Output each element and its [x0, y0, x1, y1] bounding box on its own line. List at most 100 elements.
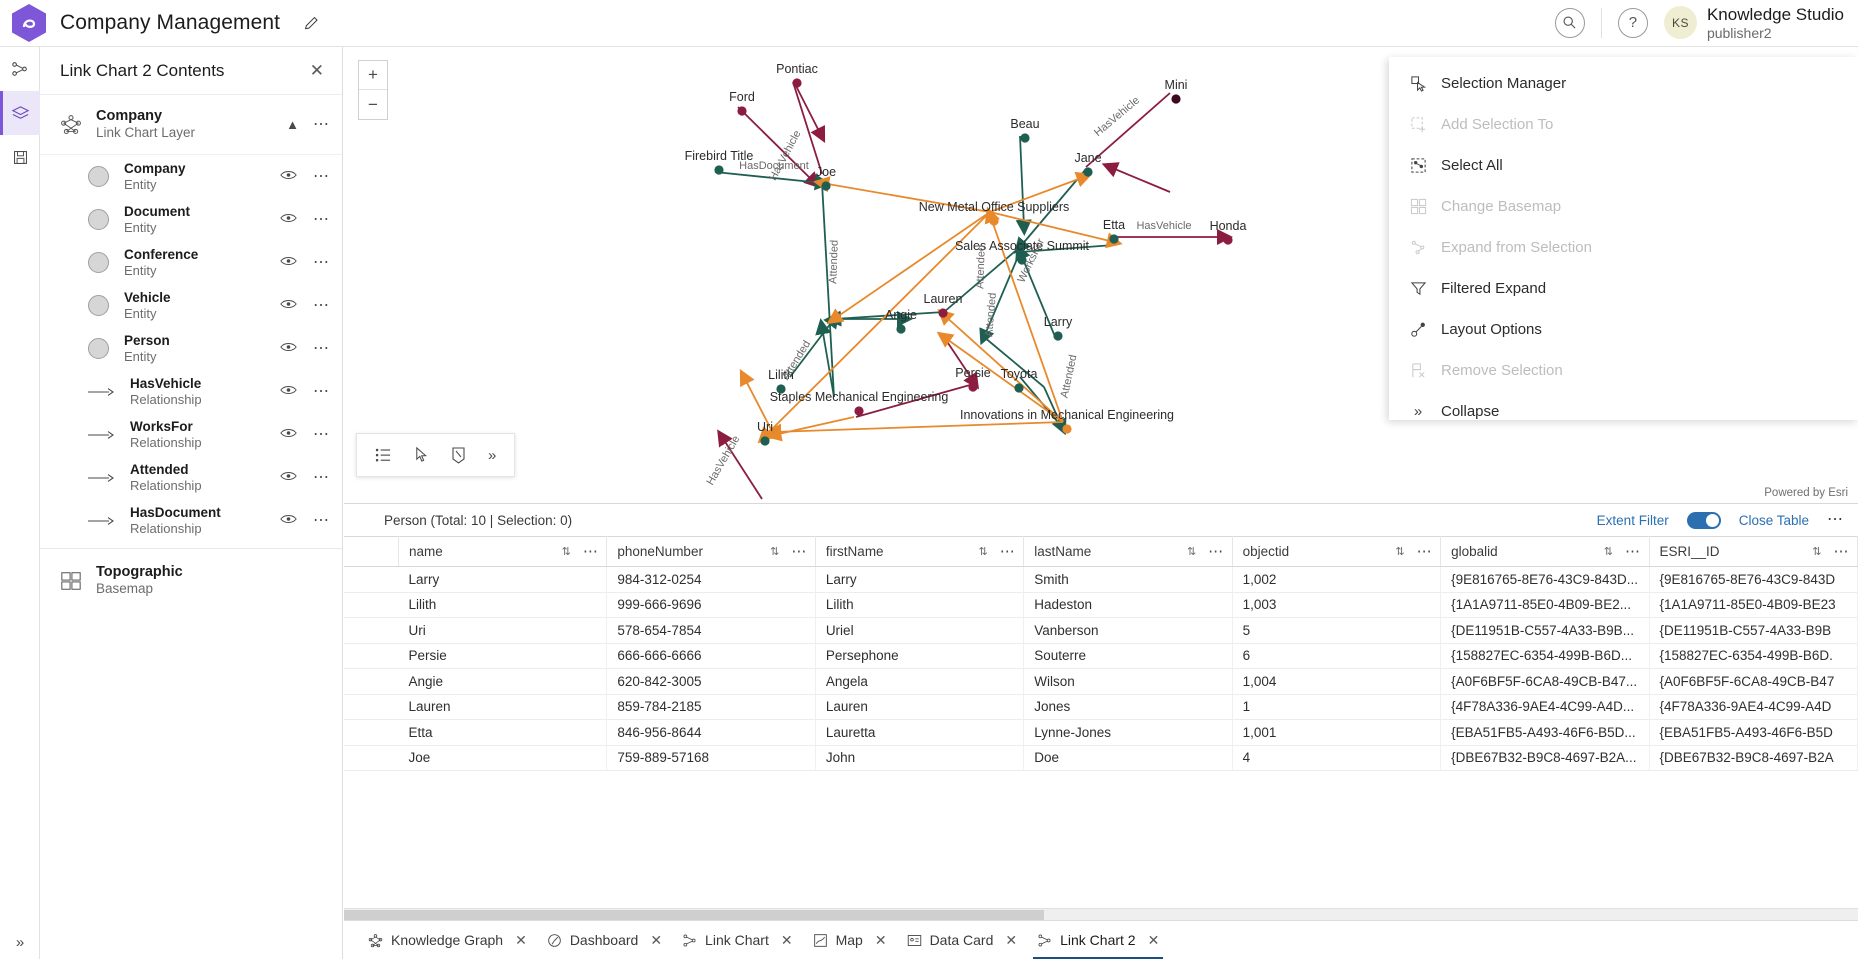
row-select-cell[interactable]: [344, 668, 399, 695]
graph-node[interactable]: [896, 324, 906, 334]
table-column-header-esri__id[interactable]: ESRI__ID ⇅ ⋯: [1649, 536, 1858, 567]
table-cell-objectid[interactable]: 1,002: [1232, 566, 1442, 593]
table-cell-globalid[interactable]: {A0F6BF5F-6CA8-49CB-B47...: [1440, 668, 1650, 695]
visibility-toggle-icon[interactable]: [280, 469, 297, 487]
close-icon[interactable]: ✕: [1005, 931, 1018, 948]
pencil-icon[interactable]: [298, 10, 324, 36]
layer-item-person[interactable]: Person Entity ⋯: [40, 327, 342, 370]
zoom-out-button[interactable]: −: [368, 94, 378, 114]
layer-item-hasdocument[interactable]: HasDocument Relationship ⋯: [40, 499, 342, 542]
close-icon[interactable]: ✕: [515, 931, 527, 948]
table-cell-esri_id[interactable]: {158827EC-6354-499B-B6D.: [1649, 643, 1858, 669]
table-row[interactable]: Larry 984-312-0254 Larry Smith 1,002 {9E81676…: [344, 566, 1858, 593]
zoom-in-button[interactable]: +: [359, 61, 387, 90]
graph-node[interactable]: [792, 78, 802, 88]
row-select-cell[interactable]: [344, 745, 399, 771]
table-cell-phonenumber[interactable]: 984-312-0254: [606, 566, 816, 593]
more-options-icon[interactable]: ⋯: [313, 296, 330, 314]
table-cell-globalid[interactable]: {1A1A9711-85E0-4B09-BE2...: [1440, 592, 1650, 618]
table-row[interactable]: Uri 578-654-7854 Uriel Vanberson 5 {DE11951B-…: [344, 617, 1858, 644]
table-cell-name[interactable]: Larry: [398, 566, 608, 593]
basemap-row[interactable]: Topographic Basemap: [40, 548, 342, 612]
chevron-up-icon[interactable]: ▲: [286, 117, 299, 132]
graph-node[interactable]: [1014, 383, 1024, 393]
layer-item-attended[interactable]: Attended Relationship ⋯: [40, 456, 342, 499]
graph-node[interactable]: [714, 165, 724, 175]
tab-map[interactable]: Map ✕: [803, 921, 897, 959]
tab-data-card[interactable]: Data Card ✕: [897, 921, 1028, 959]
table-cell-firstname[interactable]: Angela: [815, 668, 1025, 695]
layer-group-company[interactable]: Company Link Chart Layer ▲ ⋯: [40, 95, 342, 155]
graph-node[interactable]: [737, 106, 747, 116]
menu-item-selection-manager[interactable]: Selection Manager: [1389, 63, 1858, 104]
table-row[interactable]: Joe 759-889-57168 John Doe 4 {DBE67B32-B9C8-4…: [344, 745, 1858, 771]
graph-node[interactable]: [1053, 331, 1063, 341]
table-cell-phonenumber[interactable]: 846-956-8644: [606, 719, 816, 746]
chevron-double-right-icon[interactable]: »: [488, 446, 497, 464]
table-cell-name[interactable]: Uri: [398, 617, 608, 644]
table-cell-objectid[interactable]: 1,004: [1232, 668, 1442, 695]
table-cell-phonenumber[interactable]: 759-889-57168: [606, 745, 816, 771]
graph-node[interactable]: [1109, 234, 1119, 244]
table-cell-lastname[interactable]: Hadeston: [1023, 592, 1233, 618]
table-row[interactable]: Etta 846-956-8644 Lauretta Lynne-Jones 1,001…: [344, 719, 1858, 746]
graph-node[interactable]: [1062, 424, 1072, 434]
table-cell-phonenumber[interactable]: 999-666-9696: [606, 592, 816, 618]
tab-link-chart[interactable]: Link Chart ✕: [672, 921, 803, 959]
visibility-toggle-icon[interactable]: [280, 211, 297, 229]
close-icon[interactable]: ✕: [780, 931, 793, 948]
lasso-select-icon[interactable]: [451, 446, 466, 464]
table-cell-esri_id[interactable]: {4F78A336-9AE4-4C99-A4D: [1649, 694, 1858, 720]
sort-icon[interactable]: ⇅: [1395, 546, 1405, 558]
layer-item-conference[interactable]: Conference Entity ⋯: [40, 241, 342, 284]
layer-item-vehicle[interactable]: Vehicle Entity ⋯: [40, 284, 342, 327]
more-options-icon[interactable]: ⋯: [313, 339, 330, 357]
graph-node[interactable]: [1171, 94, 1181, 104]
horizontal-scrollbar[interactable]: [344, 908, 1858, 920]
row-select-cell[interactable]: [344, 592, 399, 618]
table-cell-globalid[interactable]: {158827EC-6354-499B-B6D...: [1440, 643, 1650, 669]
column-menu-icon[interactable]: ⋯: [791, 543, 807, 560]
table-cell-objectid[interactable]: 1,003: [1232, 592, 1442, 618]
graph-node[interactable]: [1017, 255, 1027, 265]
sort-icon[interactable]: ⇅: [1186, 546, 1197, 558]
more-options-icon[interactable]: ⋯: [313, 468, 330, 486]
close-icon[interactable]: ✕: [874, 931, 887, 948]
table-cell-firstname[interactable]: Lauren: [815, 694, 1025, 720]
table-cell-name[interactable]: Angie: [398, 668, 608, 695]
visibility-toggle-icon[interactable]: [280, 297, 297, 315]
column-menu-icon[interactable]: ⋯: [1208, 543, 1224, 560]
menu-item-layout-options[interactable]: Layout Options: [1389, 309, 1858, 350]
table-column-header-firstname[interactable]: firstName ⇅ ⋯: [815, 536, 1025, 567]
visibility-toggle-icon[interactable]: [280, 512, 297, 530]
table-column-header-objectid[interactable]: objectid ⇅ ⋯: [1232, 536, 1442, 567]
table-cell-globalid[interactable]: {DBE67B32-B9C8-4697-B2A...: [1440, 745, 1650, 771]
table-cell-firstname[interactable]: Persephone: [815, 643, 1025, 669]
table-cell-phonenumber[interactable]: 666-666-6666: [606, 643, 816, 669]
graph-node[interactable]: [821, 181, 831, 191]
graph-node[interactable]: [989, 216, 999, 226]
row-select-cell[interactable]: [344, 694, 399, 720]
table-column-header-lastname[interactable]: lastName ⇅ ⋯: [1023, 536, 1233, 567]
graph-node[interactable]: [1083, 167, 1093, 177]
more-options-icon[interactable]: ⋯: [313, 511, 330, 529]
more-options-icon[interactable]: ⋯: [313, 253, 330, 271]
table-cell-esri_id[interactable]: {1A1A9711-85E0-4B09-BE23: [1649, 592, 1858, 618]
table-cell-lastname[interactable]: Wilson: [1023, 668, 1233, 695]
table-cell-firstname[interactable]: Lilith: [815, 592, 1025, 618]
table-cell-esri_id[interactable]: {EBA51FB5-A493-46F6-B5D: [1649, 719, 1858, 746]
table-cell-objectid[interactable]: 1,001: [1232, 719, 1442, 746]
tab-link-chart-2[interactable]: Link Chart 2 ✕: [1027, 921, 1169, 959]
menu-item-select-all[interactable]: Select All: [1389, 145, 1858, 186]
column-menu-icon[interactable]: ⋯: [999, 543, 1016, 560]
avatar[interactable]: KS: [1663, 6, 1697, 40]
more-options-icon[interactable]: ⋯: [313, 382, 330, 400]
close-icon[interactable]: ✕: [1147, 931, 1160, 948]
table-cell-firstname[interactable]: Lauretta: [815, 719, 1025, 746]
table-row[interactable]: Persie 666-666-6666 Persephone Souterre 6 {15…: [344, 643, 1858, 669]
table-cell-globalid[interactable]: {EBA51FB5-A493-46F6-B5D...: [1440, 719, 1650, 746]
close-table-button[interactable]: Close Table: [1738, 512, 1809, 528]
table-cell-phonenumber[interactable]: 859-784-2185: [606, 694, 816, 720]
table-column-header-phonenumber[interactable]: phoneNumber ⇅ ⋯: [606, 536, 816, 567]
graph-node[interactable]: [938, 308, 948, 318]
